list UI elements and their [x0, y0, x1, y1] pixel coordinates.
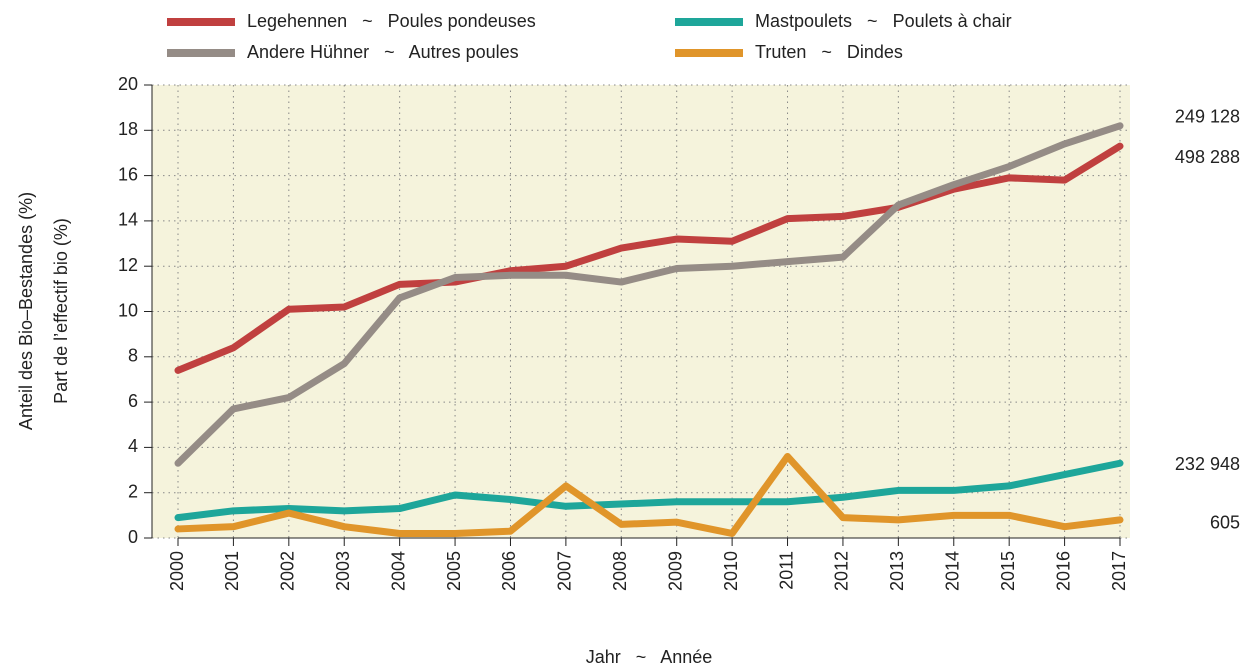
legend-label: Legehennen ~ Poules pondeuses — [247, 11, 536, 31]
x-tick-label: 2011 — [776, 551, 796, 590]
y-tick-label: 14 — [118, 210, 138, 230]
y-tick-label: 8 — [128, 346, 138, 366]
y-tick-label: 18 — [118, 119, 138, 139]
x-tick-label: 2004 — [388, 551, 408, 591]
x-tick-label: 2007 — [555, 551, 575, 591]
y-tick-label: 16 — [118, 164, 138, 184]
x-tick-label: 2016 — [1053, 551, 1073, 591]
legend-label: Truten ~ Dindes — [755, 42, 903, 62]
y-tick-label: 2 — [128, 481, 138, 501]
x-tick-label: 2017 — [1109, 551, 1129, 591]
y-tick-label: 4 — [128, 436, 138, 456]
x-tick-label: 2014 — [943, 551, 963, 591]
x-tick-label: 2000 — [167, 551, 187, 591]
series-line — [174, 459, 1124, 522]
series-line — [174, 122, 1124, 467]
y-tick-label: 20 — [118, 74, 138, 94]
series-line — [174, 142, 1124, 374]
x-tick-label: 2012 — [832, 551, 852, 591]
x-tick-label: 2002 — [278, 551, 298, 591]
x-tick-label: 2013 — [887, 551, 907, 591]
x-tick-label: 2015 — [998, 551, 1018, 591]
x-tick-label: 2008 — [610, 551, 630, 591]
x-tick-label: 2009 — [665, 551, 685, 591]
x-tick-label: 2005 — [444, 551, 464, 591]
y-tick-label: 0 — [128, 527, 138, 547]
series-line — [174, 452, 1124, 537]
y-axis-label: Part de l’effectif bio (%) — [51, 218, 71, 404]
x-tick-label: 2010 — [721, 551, 741, 591]
end-label: 232 948 — [1175, 454, 1240, 474]
x-tick-label: 2001 — [222, 551, 242, 591]
legend-label: Mastpoulets ~ Poulets à chair — [755, 11, 1012, 31]
y-axis-label: Anteil des Bio–Bestandes (%) — [16, 192, 36, 430]
end-label: 498 288 — [1175, 147, 1240, 167]
y-tick-label: 12 — [118, 255, 138, 275]
x-tick-label: 2003 — [333, 551, 353, 591]
legend-label: Andere Hühner ~ Autres poules — [247, 42, 519, 62]
end-label: 249 128 — [1175, 107, 1240, 127]
end-label: 605 — [1210, 513, 1240, 533]
y-tick-label: 10 — [118, 300, 138, 320]
y-tick-label: 6 — [128, 391, 138, 411]
x-tick-label: 2006 — [499, 551, 519, 591]
x-axis-label: Jahr ~ Année — [586, 647, 713, 667]
